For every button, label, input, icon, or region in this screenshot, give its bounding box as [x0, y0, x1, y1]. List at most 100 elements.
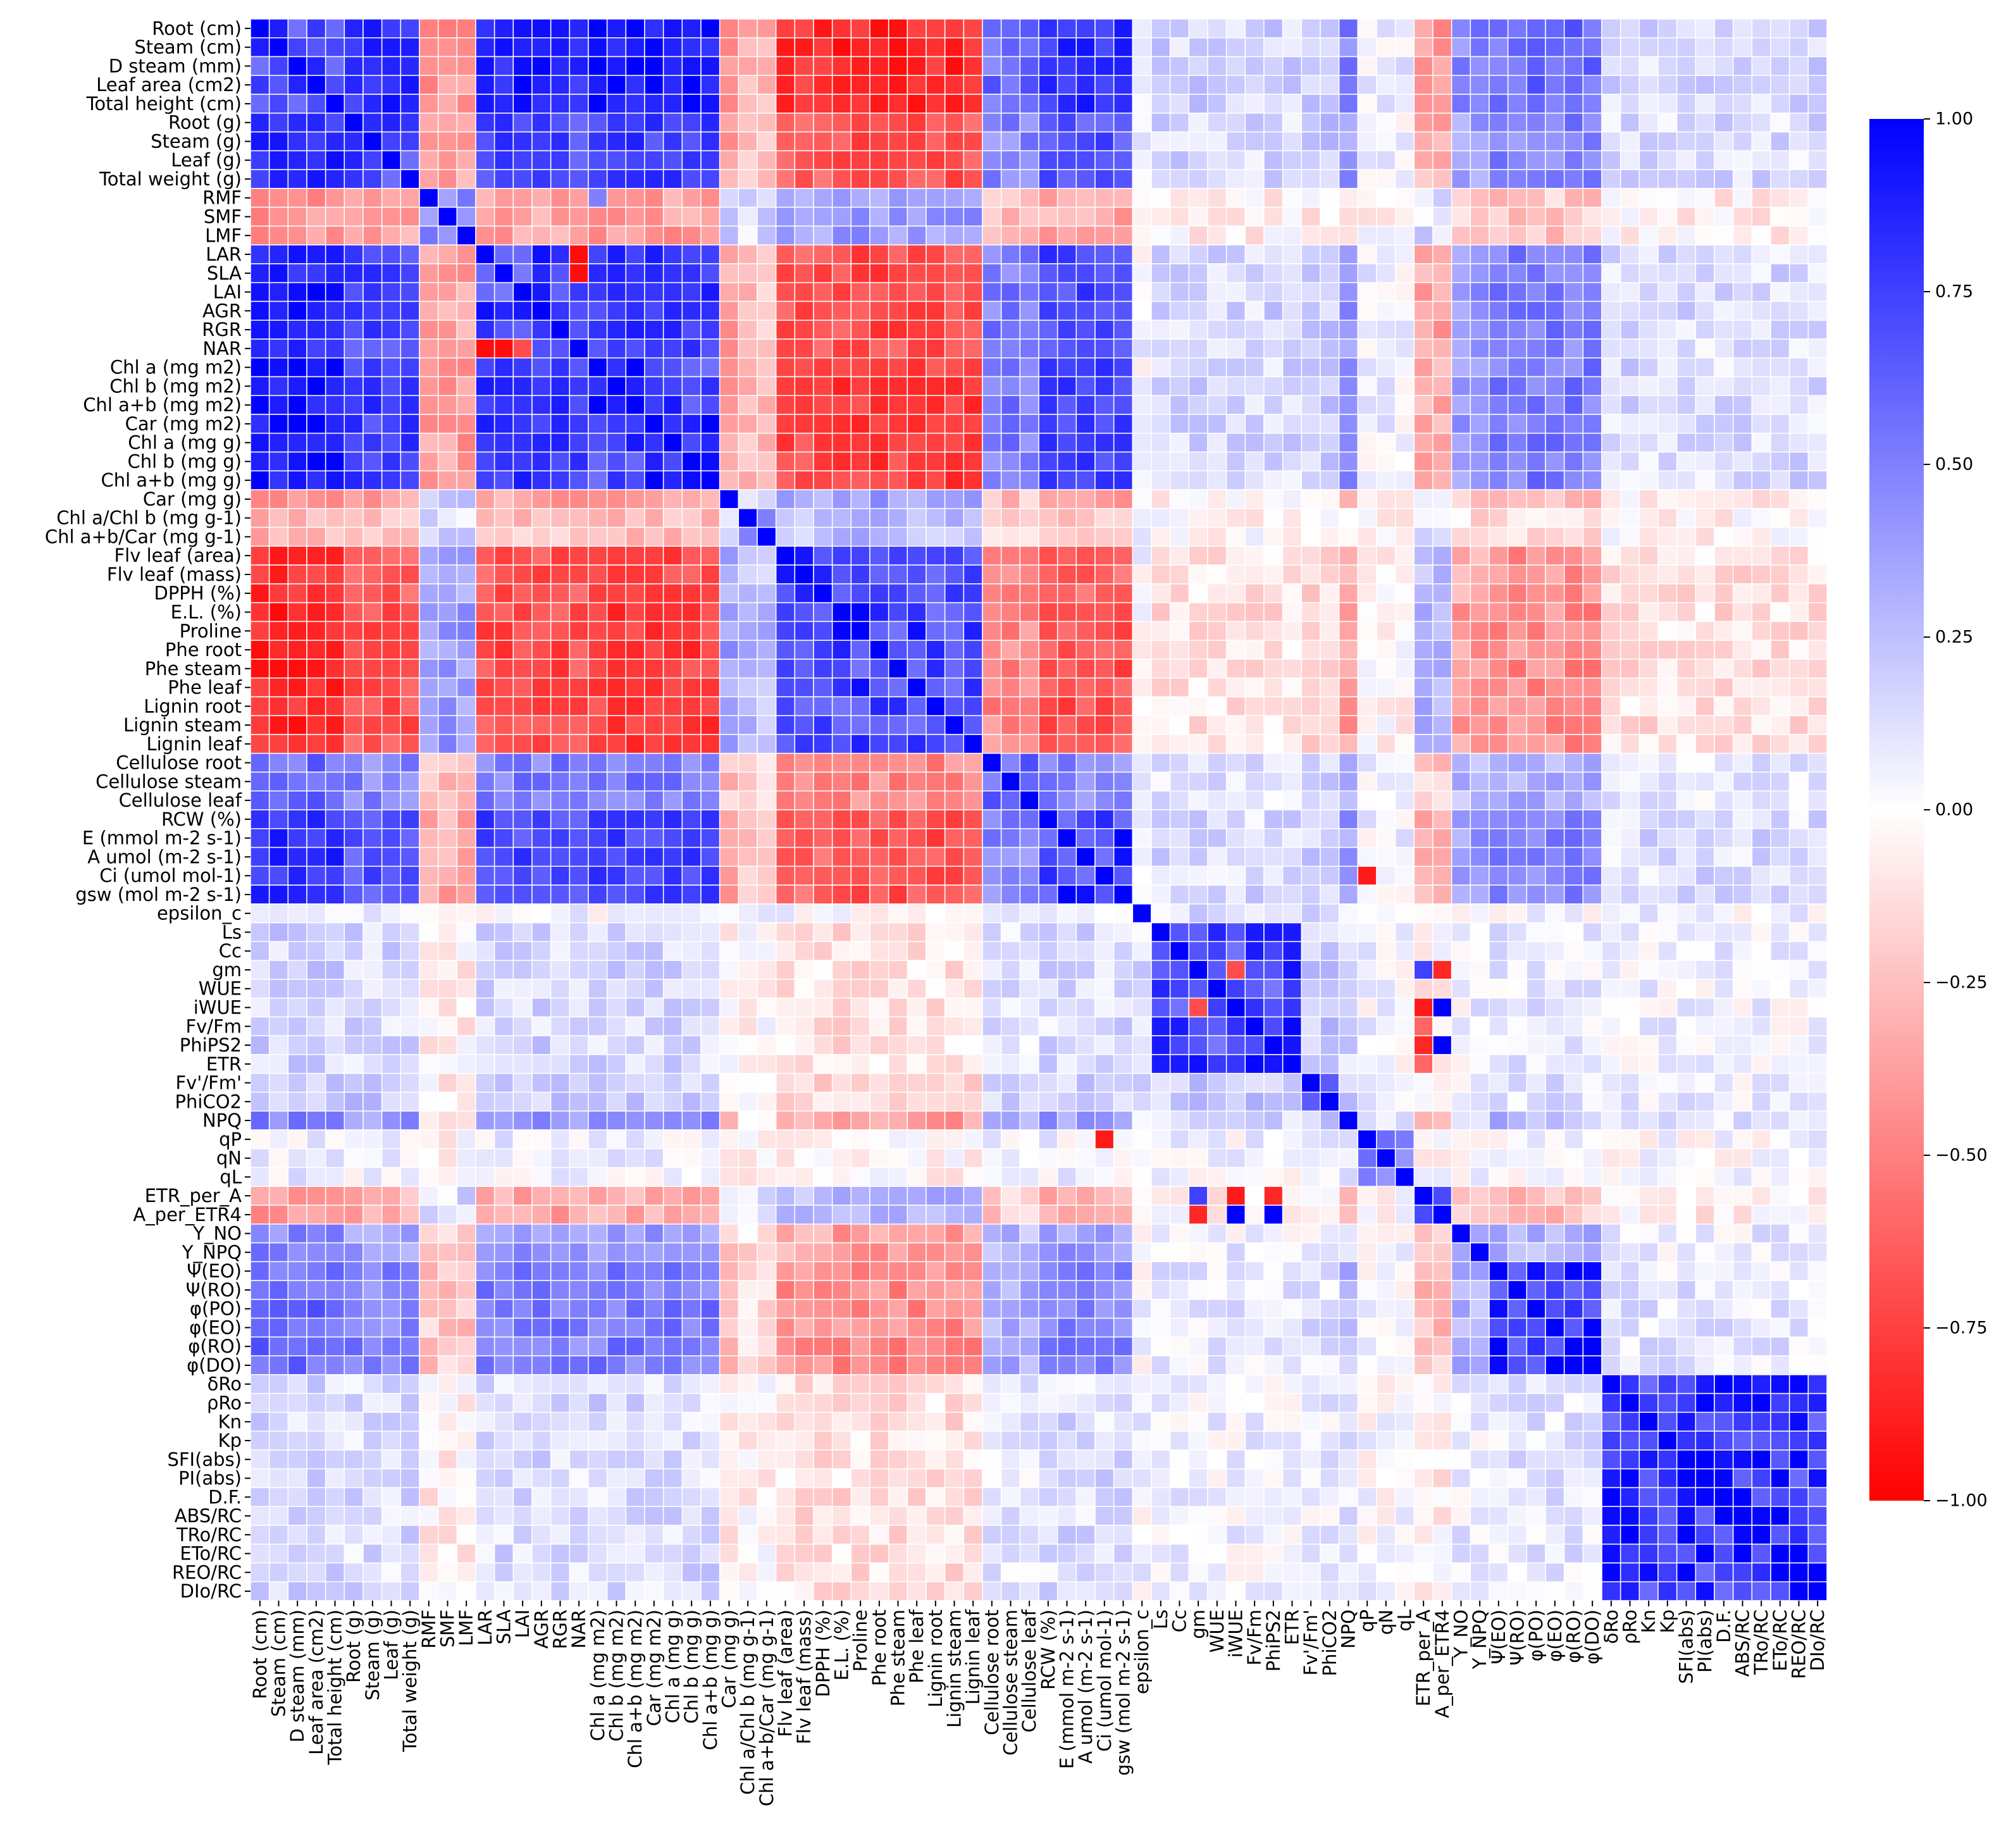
heatmap-cell — [1132, 1016, 1152, 1036]
heatmap-cell — [1263, 771, 1284, 791]
heatmap-cell — [1225, 1016, 1246, 1036]
heatmap-cell — [1263, 846, 1284, 867]
heatmap-cell — [1263, 903, 1284, 924]
heatmap-cell — [1244, 979, 1265, 999]
heatmap-cell — [1075, 828, 1096, 848]
heatmap-cell — [926, 75, 946, 95]
heatmap-cell — [662, 37, 683, 58]
heatmap-cell — [1075, 922, 1096, 943]
heatmap-cell — [1113, 752, 1134, 773]
heatmap-cell — [1619, 357, 1640, 378]
heatmap-cell — [588, 696, 608, 716]
heatmap-cell — [400, 884, 420, 905]
heatmap-cell — [1207, 696, 1227, 716]
heatmap-cell — [1263, 545, 1284, 566]
heatmap-cell — [606, 790, 627, 810]
heatmap-cell — [588, 659, 608, 679]
heatmap-cell — [888, 451, 908, 472]
heatmap-cell — [419, 1091, 439, 1112]
heatmap-cell — [907, 1054, 927, 1074]
heatmap-cell — [1338, 94, 1359, 114]
heatmap-cell — [1376, 979, 1396, 999]
heatmap-cell — [831, 357, 852, 378]
heatmap-cell — [1807, 621, 1828, 641]
heatmap-cell — [1394, 18, 1415, 39]
heatmap-cell — [456, 357, 476, 378]
heatmap-cell — [437, 715, 458, 735]
heatmap-cell — [775, 865, 796, 886]
heatmap-cell — [1301, 1091, 1321, 1112]
heatmap-cell — [550, 640, 571, 660]
heatmap-cell — [1338, 960, 1359, 980]
heatmap-cell — [1225, 884, 1246, 905]
heatmap-cell — [1807, 131, 1828, 152]
heatmap-cell — [1489, 433, 1509, 453]
heatmap-cell — [1807, 357, 1828, 378]
heatmap-cell — [794, 1091, 814, 1112]
heatmap-cell — [1413, 489, 1434, 509]
heatmap-cell — [1788, 1072, 1809, 1093]
heatmap-cell — [1582, 752, 1602, 773]
heatmap-cell — [1807, 941, 1828, 961]
heatmap-cell — [1320, 338, 1340, 359]
heatmap-cell — [475, 376, 495, 396]
heatmap-cell — [738, 470, 758, 490]
heatmap-cell — [1320, 903, 1340, 924]
heatmap-cell — [588, 941, 608, 961]
heatmap-cell — [475, 1091, 495, 1112]
heatmap-cell — [850, 715, 870, 735]
heatmap-cell — [1638, 790, 1659, 810]
heatmap-cell — [1394, 489, 1415, 509]
heatmap-cell — [550, 696, 571, 716]
heatmap-cell — [869, 752, 889, 773]
heatmap-cell — [437, 338, 458, 359]
heatmap-cell — [1263, 790, 1284, 810]
heatmap-cell — [606, 433, 627, 453]
heatmap-cell — [1770, 357, 1790, 378]
heatmap-cell — [456, 188, 476, 208]
heatmap-cell — [1638, 979, 1659, 999]
heatmap-cell — [1263, 169, 1284, 189]
heatmap-cell — [287, 301, 307, 321]
heatmap-cell — [831, 37, 852, 58]
heatmap-cell — [1563, 489, 1584, 509]
heatmap-cell — [1526, 771, 1546, 791]
heatmap-cell — [644, 677, 664, 698]
heatmap-cell — [1657, 433, 1678, 453]
heatmap-cell — [738, 771, 758, 791]
heatmap-cell — [475, 131, 495, 152]
heatmap-cell — [1320, 677, 1340, 698]
heatmap-cell — [1413, 263, 1434, 283]
heatmap-cell — [1338, 903, 1359, 924]
heatmap-cell — [1489, 734, 1509, 754]
heatmap-cell — [531, 997, 552, 1018]
heatmap-cell — [1563, 113, 1584, 133]
heatmap-cell — [1526, 621, 1546, 641]
heatmap-cell — [550, 884, 571, 905]
heatmap-cell — [362, 526, 383, 547]
heatmap-cell — [1676, 244, 1697, 264]
heatmap-cell — [1075, 470, 1096, 490]
heatmap-cell — [1151, 1035, 1171, 1055]
heatmap-cell — [1207, 752, 1227, 773]
heatmap-cell — [1732, 884, 1753, 905]
heatmap-cell — [1545, 715, 1565, 735]
heatmap-cell — [1019, 18, 1039, 39]
heatmap-cell — [1788, 583, 1809, 604]
heatmap-cell — [1357, 828, 1377, 848]
heatmap-cell — [1601, 790, 1621, 810]
heatmap-cell — [531, 659, 552, 679]
heatmap-cell — [1000, 263, 1021, 283]
heatmap-cell — [1000, 150, 1021, 170]
heatmap-cell — [1451, 828, 1471, 848]
heatmap-cell — [250, 470, 270, 490]
heatmap-cell — [1225, 169, 1246, 189]
heatmap-cell — [775, 75, 796, 95]
heatmap-cell — [775, 113, 796, 133]
heatmap-cell — [1056, 583, 1077, 604]
heatmap-cell — [1657, 640, 1678, 660]
heatmap-cell — [493, 1091, 514, 1112]
heatmap-cell — [944, 376, 965, 396]
heatmap-cell — [1788, 1110, 1809, 1131]
heatmap-cell — [1619, 18, 1640, 39]
